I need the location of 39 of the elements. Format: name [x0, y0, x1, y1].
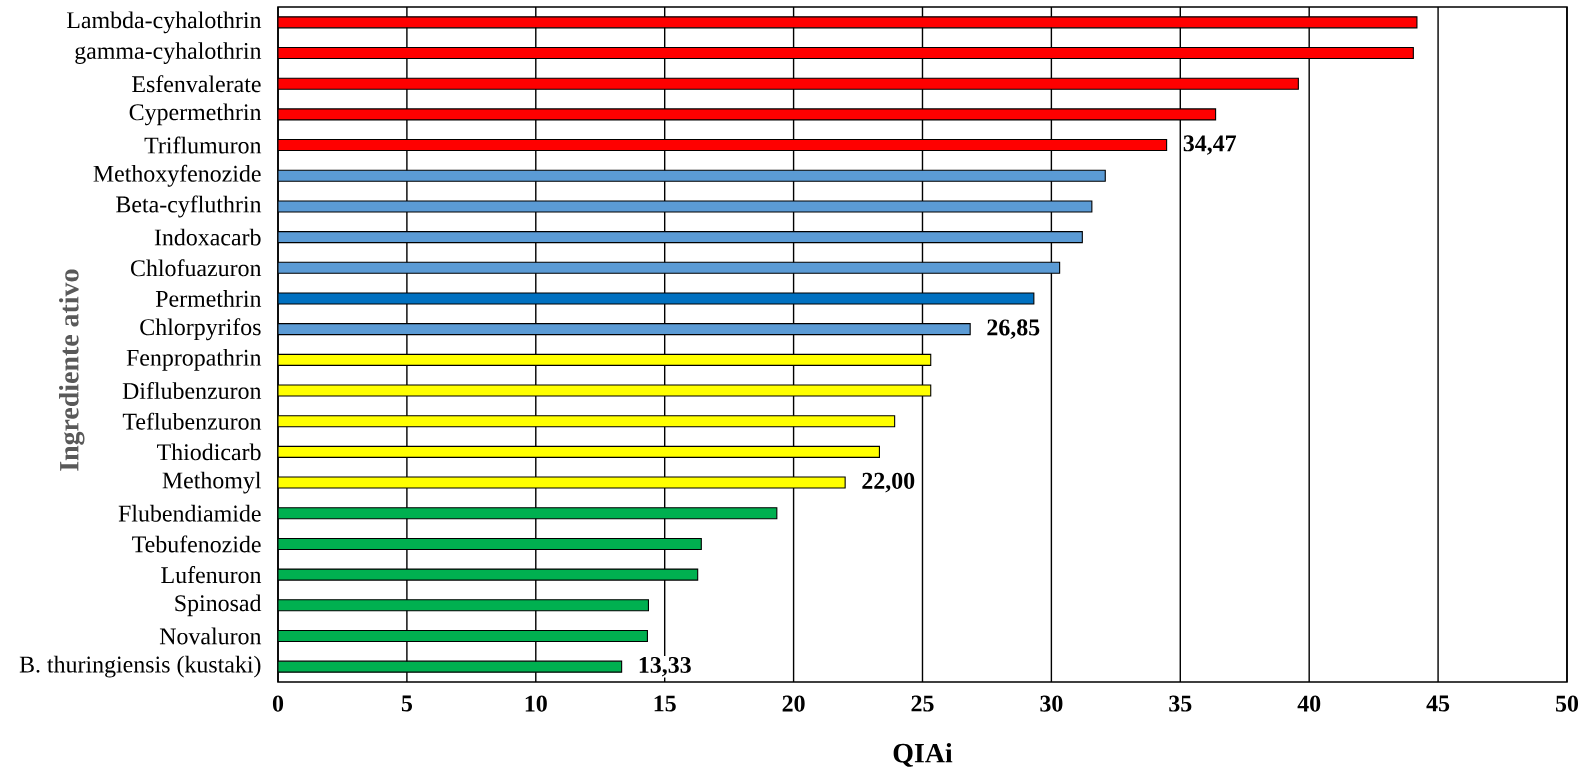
x-axis-title: QIAi — [893, 742, 953, 767]
x-tick-label: 30 — [1040, 695, 1063, 712]
y-tick-label: Indoxacarb — [154, 228, 261, 246]
x-tick-label: 0 — [272, 695, 284, 712]
data-label: 22,00 — [862, 472, 915, 493]
y-tick-label: Diflubenzuron — [122, 382, 262, 400]
x-tick-label: 35 — [1169, 695, 1192, 712]
y-tick-label: Lufenuron — [161, 566, 262, 584]
y-tick-label: Methoxyfenozide — [93, 164, 261, 187]
y-tick-label: Flubendiamide — [118, 504, 261, 522]
y-tick-label: Permethrin — [155, 290, 262, 307]
x-tick-label: 20 — [782, 695, 805, 712]
y-tick-label: Esfenvalerate — [132, 75, 261, 93]
y-tick-label: Spinosad — [175, 594, 262, 617]
x-tick-label: 15 — [654, 695, 676, 712]
data-label: 26,85 — [987, 319, 1040, 339]
y-tick-label: Teflubenzuron — [122, 412, 262, 430]
x-tick-label: 45 — [1426, 695, 1450, 712]
y-tick-label: Triflumuron — [144, 136, 262, 154]
y-tick-label: Fenpropathrin — [126, 349, 262, 371]
y-tick-label: Chlorpyrifos — [140, 318, 261, 341]
y-tick-label: Beta-cyfluthrin — [116, 195, 262, 218]
y-tick-label: Lambda-cyhalothrin — [66, 11, 262, 34]
y-axis-title: Ingrediente ativo — [59, 269, 85, 471]
y-tick-label: Thiodicarb — [157, 443, 261, 461]
x-tick-label: 40 — [1297, 695, 1321, 712]
y-tick-label: Chlofuazuron — [130, 259, 262, 277]
y-tick-label: Tebufenozide — [132, 535, 261, 553]
x-tick-label: 50 — [1555, 695, 1579, 712]
y-tick-label: gamma-cyhalothrin — [75, 42, 262, 64]
y-tick-label: B. thuringiensis (kustaki) — [19, 655, 261, 678]
data-label: 13,33 — [639, 656, 691, 677]
data-label: 34,47 — [1183, 135, 1237, 155]
x-tick-label: 25 — [911, 695, 934, 712]
x-tick-label: 10 — [525, 695, 547, 712]
y-tick-label: Novaluron — [159, 627, 262, 645]
x-tick-label: 5 — [401, 695, 412, 712]
y-tick-label: Cypermethrin — [129, 103, 262, 126]
y-tick-label: Methomyl — [162, 471, 261, 494]
